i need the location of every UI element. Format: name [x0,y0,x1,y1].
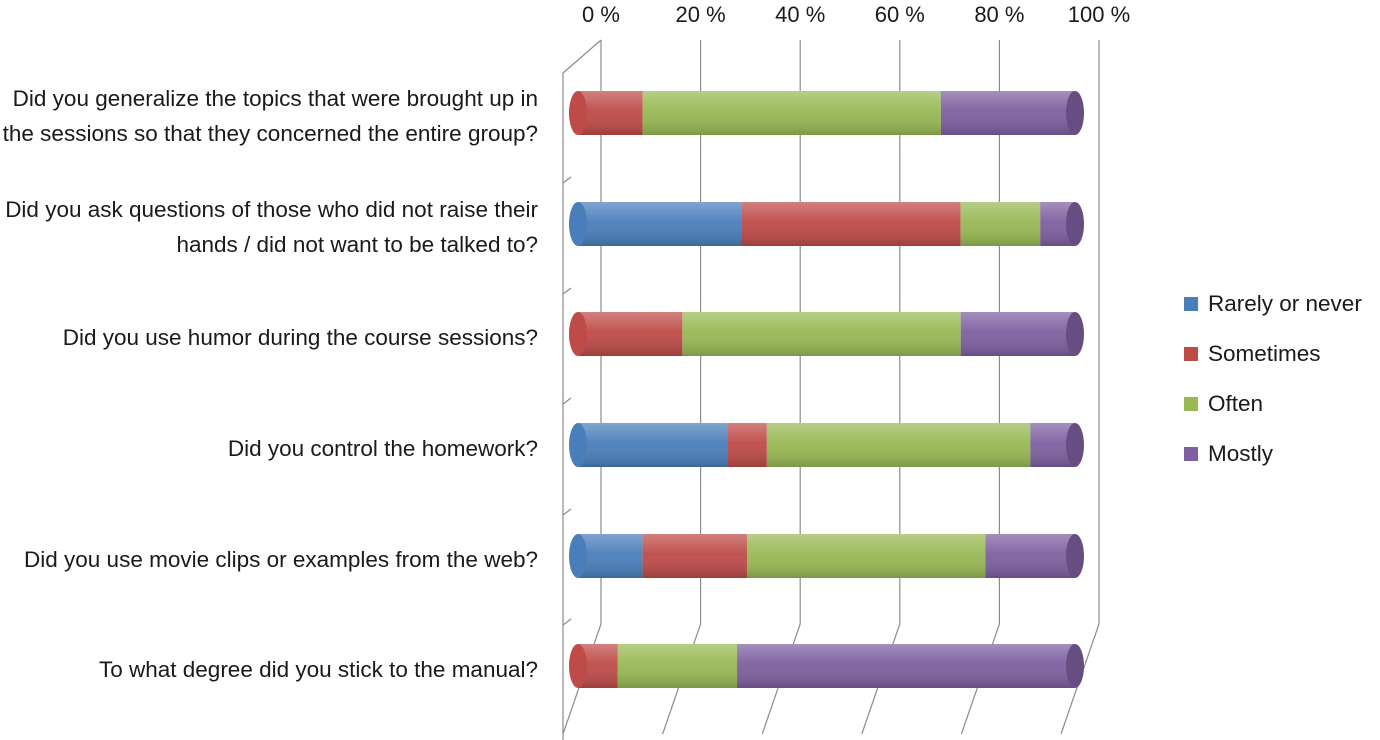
bar-segment-shade [578,423,728,467]
bar-segment-shade [578,534,643,578]
legend-swatch [1184,447,1198,461]
category-label: Did you control the homework? [227,435,538,461]
bar-cap-start [569,202,587,246]
bar-segment-shade [766,423,1031,467]
bar-segment-shade [578,91,643,135]
bar-segment-shade [642,534,747,578]
legend-item: Often [1184,379,1362,429]
bar-segment-shade [940,91,1075,135]
x-tick-label: 100 % [1068,2,1130,27]
bar-segment-shade [578,202,743,246]
legend-swatch [1184,297,1198,311]
bar-segment-shade [960,202,1041,246]
bar-segment-shade [742,202,961,246]
bar-cap-end [1066,202,1084,246]
side-wall-top [562,39,602,74]
bar-cap-end [1066,644,1084,688]
bar-cap-start [569,644,587,688]
legend-item: Rarely or never [1184,279,1362,329]
category-label: Did you use movie clips or examples from… [24,546,538,572]
bar-cap-start [569,312,587,356]
bar-cap-end-shade [1066,202,1084,246]
legend-swatch [1184,397,1198,411]
side-wall-divider [562,397,572,405]
bar-segment-shade [727,423,767,467]
side-wall-divider [562,176,572,184]
category-label: Did you ask questions of those who did n… [5,197,538,257]
bar-segment-shade [985,534,1075,578]
x-tick-label: 80 % [974,2,1024,27]
legend-label: Sometimes [1208,341,1321,366]
bar-cap-start [569,534,587,578]
bar-cap-end [1066,534,1084,578]
bar-segment-shade [617,644,738,688]
legend-item: Sometimes [1184,329,1362,379]
legend-label: Rarely or never [1208,291,1362,316]
category-label: Did you generalize the topics that were … [2,86,538,146]
bar-cap-end-shade [1066,534,1084,578]
bar-segment-shade [578,312,683,356]
bar-segment-shade [682,312,961,356]
side-wall-divider [562,508,572,516]
bar-cap-end-shade [1066,423,1084,467]
bar-cap-end-shade [1066,91,1084,135]
bar-cap-end-shade [1066,644,1084,688]
bar-segment-shade [642,91,941,135]
bar-segment-shade [746,534,986,578]
bar-cap-start [569,423,587,467]
bar-segment-shade [737,644,1075,688]
category-label: Did you use humor during the course sess… [62,324,538,350]
bar-cap-start [569,91,587,135]
x-tick-label: 0 % [582,2,620,27]
legend-label: Mostly [1208,441,1274,466]
legend-item: Mostly [1184,429,1362,479]
x-tick-label: 20 % [676,2,726,27]
legend-swatch [1184,347,1198,361]
x-tick-label: 40 % [775,2,825,27]
bar-segment-shade [960,312,1075,356]
x-tick-label: 60 % [875,2,925,27]
category-label: To what degree did you stick to the manu… [98,656,538,682]
side-wall-divider [562,618,572,626]
side-wall-divider [562,287,572,295]
legend-label: Often [1208,391,1264,416]
bar-cap-end-shade [1066,312,1084,356]
legend: Rarely or never Sometimes Often Mostly [1184,279,1362,479]
bar-cap-end [1066,423,1084,467]
bar-cap-end [1066,312,1084,356]
bar-cap-end [1066,91,1084,135]
